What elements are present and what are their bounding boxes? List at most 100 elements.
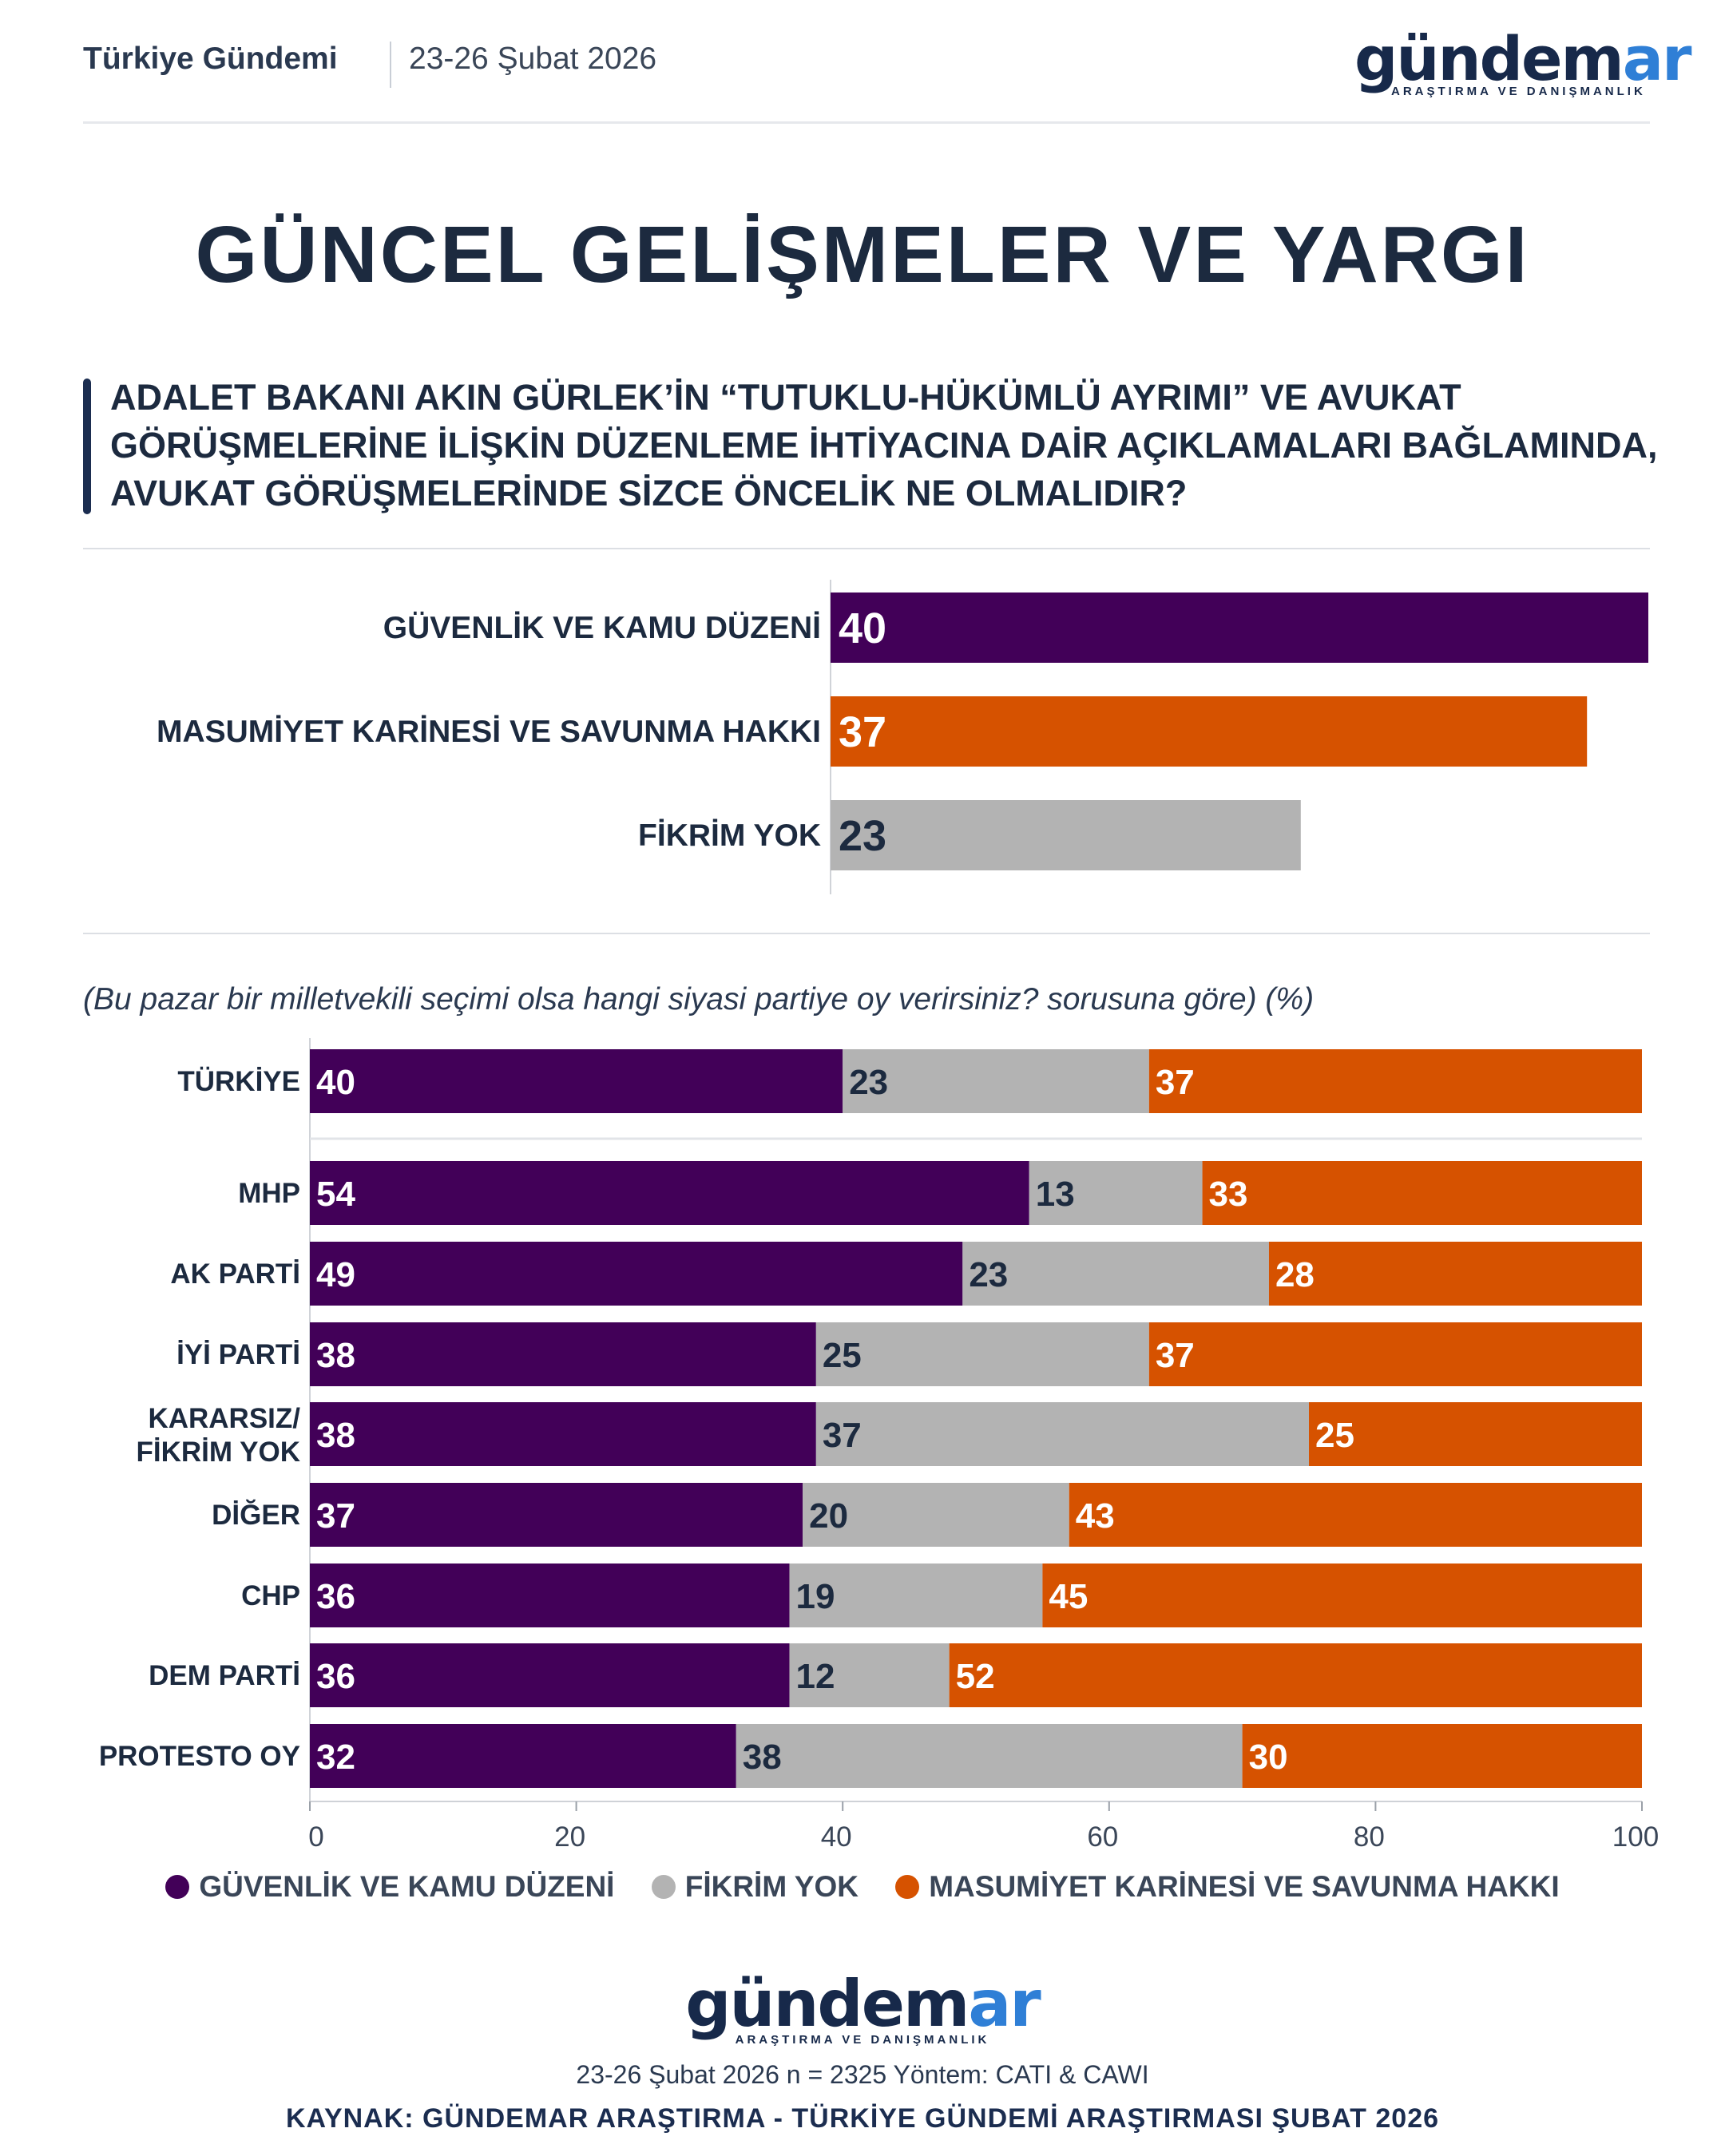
- legend-label-guvenlik: GÜVENLİK VE KAMU DÜZENİ: [199, 1870, 615, 1903]
- segment-turkiye-guvenlik-ve-kamu-duzeni: [310, 1049, 843, 1113]
- brand-logo-bottom: gündemar: [0, 1972, 1725, 2036]
- segment-diger-fikrim-yok: [803, 1483, 1069, 1547]
- segment-diger-masumiyet-karinesi-ve-savunma-hakki: [1069, 1483, 1642, 1547]
- logo-word-accent: ar: [1622, 23, 1692, 94]
- segment-value-dem-parti-masumiyet-karinesi-ve-savunma-hakki: 52: [956, 1657, 995, 1696]
- legend-item-fikrim-yok: FİKRİM YOK: [651, 1870, 859, 1904]
- segment-value-iyi-parti-fikrim-yok: 25: [823, 1336, 862, 1375]
- segment-kararsiz-fikrim-yok-fikrim-yok: [815, 1402, 1309, 1466]
- segment-value-protesto-oy-masumiyet-karinesi-ve-savunma-hakki: 30: [1249, 1738, 1288, 1777]
- segment-ak-parti-guvenlik-ve-kamu-duzeni: [310, 1242, 963, 1306]
- segment-protesto-oy-guvenlik-ve-kamu-duzeni: [310, 1724, 736, 1788]
- x-tick-label-0: 0: [308, 1821, 323, 1853]
- value-label-fikrim-yok: 23: [839, 812, 886, 860]
- segment-mhp-guvenlik-ve-kamu-duzeni: [310, 1161, 1029, 1225]
- segment-diger-guvenlik-ve-kamu-duzeni: [310, 1483, 803, 1547]
- legend-item-masumiyet: MASUMİYET KARİNESİ VE SAVUNMA HAKKI: [895, 1870, 1560, 1904]
- header-divider: [390, 42, 391, 88]
- segment-kararsiz-fikrim-yok-guvenlik-ve-kamu-duzeni: [310, 1402, 816, 1466]
- segment-ak-parti-masumiyet-karinesi-ve-savunma-hakki: [1268, 1242, 1642, 1306]
- segment-value-diger-guvenlik-ve-kamu-duzeni: 37: [316, 1496, 355, 1536]
- row-label-chp: CHP: [241, 1580, 300, 1611]
- bar-masumiyet-karinesi-ve-savunma-hakki: [831, 696, 1588, 767]
- logo-word-main: gündem: [1354, 23, 1624, 94]
- segment-dem-parti-fikrim-yok: [789, 1643, 950, 1707]
- page-title: GÜNCEL GELİŞMELER VE YARGI: [195, 210, 1530, 299]
- segment-chp-guvenlik-ve-kamu-duzeni: [310, 1563, 790, 1627]
- chart-legend: GÜVENLİK VE KAMU DÜZENİ FİKRİM YOK MASUM…: [0, 1870, 1725, 1906]
- segment-chp-fikrim-yok: [789, 1563, 1043, 1627]
- segment-value-chp-fikrim-yok: 19: [795, 1577, 835, 1616]
- x-tick-label-80: 80: [1354, 1821, 1385, 1853]
- segment-value-ak-parti-fikrim-yok: 23: [969, 1255, 1008, 1294]
- row-label-diger: DİĞER: [212, 1499, 300, 1531]
- segment-value-ak-parti-guvenlik-ve-kamu-duzeni: 49: [316, 1255, 355, 1294]
- legend-label-masumiyet: MASUMİYET KARİNESİ VE SAVUNMA HAKKI: [929, 1870, 1560, 1903]
- segment-turkiye-fikrim-yok: [843, 1049, 1149, 1113]
- segment-protesto-oy-fikrim-yok: [736, 1724, 1243, 1788]
- segment-value-ak-parti-masumiyet-karinesi-ve-savunma-hakki: 28: [1275, 1255, 1315, 1294]
- breakdown-subtitle: (Bu pazar bir milletvekili seçimi olsa h…: [83, 982, 1315, 1017]
- x-tick-label-40: 40: [821, 1821, 852, 1853]
- segment-value-turkiye-masumiyet-karinesi-ve-savunma-hakki: 37: [1156, 1063, 1195, 1102]
- segment-value-chp-guvenlik-ve-kamu-duzeni: 36: [316, 1577, 355, 1616]
- row-label-dem-parti: DEM PARTİ: [149, 1660, 300, 1691]
- segment-value-protesto-oy-guvenlik-ve-kamu-duzeni: 32: [316, 1738, 355, 1777]
- segment-chp-masumiyet-karinesi-ve-savunma-hakki: [1042, 1563, 1642, 1627]
- legend-dot-masumiyet: [895, 1875, 920, 1899]
- segment-value-iyi-parti-guvenlik-ve-kamu-duzeni: 38: [316, 1336, 355, 1375]
- header-date: 23-26 Şubat 2026: [409, 42, 657, 76]
- segment-value-chp-masumiyet-karinesi-ve-savunma-hakki: 45: [1049, 1577, 1088, 1616]
- value-label-guvenlik-ve-kamu-duzeni: 40: [839, 604, 886, 652]
- segment-value-kararsiz-fikrim-yok-fikrim-yok: 37: [823, 1416, 862, 1455]
- segment-value-mhp-guvenlik-ve-kamu-duzeni: 54: [316, 1175, 355, 1214]
- segment-value-dem-parti-fikrim-yok: 12: [795, 1657, 835, 1696]
- segment-value-dem-parti-guvenlik-ve-kamu-duzeni: 36: [316, 1657, 355, 1696]
- x-tick-label-20: 20: [554, 1821, 585, 1853]
- brand-logo-top: gündemar: [1354, 29, 1692, 89]
- row-label-ak-parti: AK PARTİ: [170, 1258, 300, 1290]
- segment-value-protesto-oy-fikrim-yok: 38: [743, 1738, 782, 1777]
- segment-kararsiz-fikrim-yok-masumiyet-karinesi-ve-savunma-hakki: [1309, 1402, 1642, 1466]
- row-label-iyi-parti: İYİ PARTİ: [176, 1339, 300, 1370]
- segment-value-mhp-masumiyet-karinesi-ve-savunma-hakki: 33: [1209, 1175, 1248, 1214]
- logo-subtitle-top: ARAŞTIRMA VE DANIŞMANLIK: [1391, 85, 1646, 98]
- segment-value-turkiye-guvenlik-ve-kamu-duzeni: 40: [316, 1063, 355, 1102]
- segment-iyi-parti-masumiyet-karinesi-ve-savunma-hakki: [1148, 1322, 1642, 1386]
- legend-dot-fikrim-yok: [651, 1875, 676, 1899]
- segment-dem-parti-masumiyet-karinesi-ve-savunma-hakki: [949, 1643, 1642, 1707]
- segment-value-mhp-fikrim-yok: 13: [1036, 1175, 1075, 1214]
- category-label-fikrim-yok: FİKRİM YOK: [638, 818, 821, 853]
- logo-word-accent-bottom: ar: [968, 1967, 1041, 2041]
- segment-mhp-fikrim-yok: [1029, 1161, 1203, 1225]
- segment-turkiye-masumiyet-karinesi-ve-savunma-hakki: [1148, 1049, 1642, 1113]
- legend-label-fikrim-yok: FİKRİM YOK: [684, 1870, 859, 1903]
- row-label-kararsiz-fikrim-yok-line2: FİKRİM YOK: [137, 1437, 300, 1468]
- category-label-masumiyet-karinesi-ve-savunma-hakki: MASUMİYET KARİNESİ VE SAVUNMA HAKKI: [157, 715, 821, 749]
- segment-value-turkiye-fikrim-yok: 23: [849, 1063, 888, 1102]
- footer-methodology: 23-26 Şubat 2026 n = 2325 Yöntem: CATI &…: [576, 2060, 1149, 2089]
- segment-value-kararsiz-fikrim-yok-masumiyet-karinesi-ve-savunma-hakki: 25: [1315, 1416, 1354, 1455]
- legend-dot-guvenlik: [165, 1875, 190, 1899]
- header-rule: [83, 121, 1650, 124]
- segment-value-diger-fikrim-yok: 20: [809, 1496, 848, 1536]
- segment-value-diger-masumiyet-karinesi-ve-savunma-hakki: 43: [1076, 1496, 1115, 1536]
- segment-iyi-parti-guvenlik-ve-kamu-duzeni: [310, 1322, 816, 1386]
- survey-question: ADALET BAKANI AKIN GÜRLEK’İN “TUTUKLU-HÜ…: [110, 377, 1658, 513]
- row-label-mhp: MHP: [238, 1178, 300, 1209]
- value-label-masumiyet-karinesi-ve-savunma-hakki: 37: [839, 708, 886, 756]
- bar-fikrim-yok: [831, 800, 1301, 870]
- segment-mhp-masumiyet-karinesi-ve-savunma-hakki: [1202, 1161, 1642, 1225]
- legend-item-guvenlik: GÜVENLİK VE KAMU DÜZENİ: [165, 1870, 614, 1904]
- segment-iyi-parti-fikrim-yok: [815, 1322, 1149, 1386]
- segment-value-iyi-parti-masumiyet-karinesi-ve-savunma-hakki: 37: [1156, 1336, 1195, 1375]
- x-tick-label-100: 100: [1612, 1821, 1659, 1853]
- question-accent-bar: [83, 378, 91, 514]
- party-breakdown-chart: 0 20 40 60 80 100 TÜRKİYE 40 23 37 MHP 54 13 33 AK PAR…: [99, 1038, 1659, 1853]
- row-label-protesto-oy: PROTESTO OY: [99, 1741, 300, 1772]
- x-tick-label-60: 60: [1087, 1821, 1118, 1853]
- segment-dem-parti-guvenlik-ve-kamu-duzeni: [310, 1643, 790, 1707]
- row-label-kararsiz-fikrim-yok-line1: KARARSIZ/: [148, 1403, 300, 1434]
- logo-word-main-bottom: gündem: [685, 1967, 970, 2041]
- footer-source: KAYNAK: GÜNDEMAR ARAŞTIRMA - TÜRKİYE GÜN…: [285, 2103, 1440, 2134]
